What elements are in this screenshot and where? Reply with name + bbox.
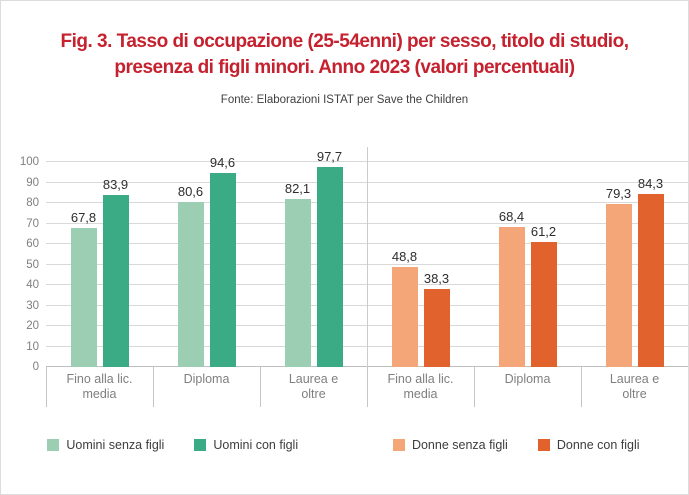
bar: 67,8 <box>70 210 97 367</box>
bar-value-label: 84,3 <box>637 176 664 192</box>
bar-value-label: 97,7 <box>316 148 343 164</box>
bar: 94,6 <box>209 155 236 367</box>
bar-value-label: 94,6 <box>209 155 236 171</box>
figure-title: Fig. 3. Tasso di occupazione (25-54enni)… <box>60 31 629 78</box>
bar: 97,7 <box>316 149 343 367</box>
bar: 82,1 <box>284 181 311 367</box>
legend-swatch <box>537 439 550 451</box>
category-label: Diploma <box>504 372 551 386</box>
plot-area: 67,8 83,9 80,6 94,6 82,1 97,7 48,8 38,3 68,4 61,2… <box>46 147 688 407</box>
legend-label: Uomini senza figli <box>66 438 165 452</box>
y-tick-label: 100 <box>19 156 39 168</box>
bar: 48,8 <box>391 249 418 367</box>
bar: 83,9 <box>102 177 129 367</box>
bar-value-label: 68,4 <box>498 208 525 224</box>
legend-item: Donne senza figli <box>392 438 508 452</box>
y-tick-label: 80 <box>26 197 39 209</box>
legend-item: Uomini senza figli <box>47 438 164 452</box>
legend-item: Uomini con figli <box>194 438 298 452</box>
legend-label: Donne senza figli <box>411 438 508 452</box>
bar: 61,2 <box>530 224 557 367</box>
bar-value-label: 80,6 <box>177 183 204 199</box>
y-tick-label: 20 <box>26 320 39 332</box>
legend-label: Uomini con figli <box>213 438 299 452</box>
legend: Uomini senza figli Uomini con figli Donne … <box>1 438 688 452</box>
legend-group: Uomini senza figli Uomini con figli <box>1 438 345 452</box>
legend-label: Donne con figli <box>556 438 640 452</box>
bar-chart: 0 10 20 30 40 50 60 70 80 90 100 67,8 83,9 80,6 94,6 8… <box>1 145 688 407</box>
legend-item: Donne con figli <box>537 438 640 452</box>
y-tick-label: 70 <box>26 217 39 230</box>
bar-group: 82,1 97,7 <box>260 147 367 367</box>
y-tick-label: 50 <box>26 258 39 271</box>
bar: 80,6 <box>177 184 204 367</box>
bar-value-label: 48,8 <box>391 248 418 264</box>
category-separator <box>260 367 261 407</box>
y-tick-label: 40 <box>26 279 39 291</box>
legend-group: Donne senza figli Donne con figli <box>345 438 689 452</box>
y-tick-label: 30 <box>26 299 39 312</box>
category-label: Diploma <box>183 372 230 386</box>
bar-group: 68,4 61,2 <box>474 147 581 367</box>
category-separator <box>153 367 154 407</box>
bar-value-label: 38,3 <box>423 270 450 286</box>
category-label: Laurea e oltre <box>609 372 660 401</box>
category-separator <box>581 367 582 407</box>
bar-value-label: 61,2 <box>530 223 557 239</box>
y-tick-label: 0 <box>32 361 39 373</box>
bar-group: 79,3 84,3 <box>581 147 688 367</box>
category-separator <box>46 367 47 407</box>
bar-value-label: 79,3 <box>605 186 632 202</box>
bar: 38,3 <box>423 271 450 367</box>
x-axis: Fino alla lic. media Diploma Laurea e oltr… <box>46 367 688 407</box>
bar-group: 48,8 38,3 <box>367 147 474 367</box>
bar-value-label: 67,8 <box>70 210 97 226</box>
category-label: Laurea e oltre <box>288 372 339 401</box>
bar: 84,3 <box>637 176 664 367</box>
legend-swatch <box>194 439 207 451</box>
bar: 68,4 <box>498 209 525 367</box>
y-tick-label: 60 <box>26 238 39 250</box>
y-tick-label: 10 <box>26 340 39 353</box>
category-separator <box>367 367 368 407</box>
bar-value-label: 82,1 <box>284 180 311 196</box>
figure-source: Fonte: Elaborazioni ISTAT per Save the C… <box>220 94 469 106</box>
category-label: Fino alla lic. media <box>387 372 454 401</box>
bar: 79,3 <box>605 186 632 367</box>
bar-value-label: 83,9 <box>102 177 129 193</box>
y-tick-label: 90 <box>26 176 39 189</box>
legend-swatch <box>392 439 405 451</box>
bar-group: 80,6 94,6 <box>153 147 260 367</box>
legend-swatch <box>47 439 60 451</box>
bar-group: 67,8 83,9 <box>46 147 153 367</box>
category-label: Fino alla lic. media <box>66 372 133 401</box>
panel-divider <box>367 147 368 407</box>
category-separator <box>474 367 475 407</box>
